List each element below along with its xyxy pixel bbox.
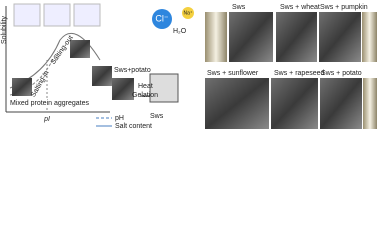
ion [152,9,172,29]
protein-sketch [43,3,71,27]
ion-label: Na⁺ [183,10,192,16]
legend-label: pH [115,115,124,122]
step-label: Heat [138,83,153,90]
axis-label: Solubility [1,15,8,44]
protein-sketch [13,3,41,27]
vial [363,78,377,129]
micrograph-label: Sws + wheat [280,4,320,11]
legend-label: Salt content [115,123,152,130]
micrograph [319,12,361,62]
micrograph-label: Sws + sunflower [207,70,259,77]
result-label: Sws [150,113,164,120]
micrograph-grid: Sws Sws + wheat Sws + pumpkin Sws + sunf… [205,4,377,129]
vial [362,12,377,62]
micrograph-thumb [112,78,134,100]
gel-image [149,73,179,103]
micrograph-label: Sws + potato [321,70,362,77]
protein-sketch [73,3,101,27]
label-box [8,98,88,107]
micrograph [271,78,318,129]
micrograph-label: Sws + pumpkin [320,4,368,11]
x-mark: pI [43,116,50,123]
micrograph-label: Sws [232,4,246,11]
ion-label: Cl⁻ [155,13,168,23]
micrograph-thumb [12,78,32,96]
micrograph [205,78,269,129]
schematic: Solubility Salting-in Salting-out Mixed … [1,3,194,130]
micrograph-thumb [70,40,90,58]
vial [205,12,227,62]
molecule-label: H₂O [173,28,187,35]
ion [182,7,194,19]
micrograph [320,78,362,129]
micrograph-label: Sws + rapeseed [274,70,324,77]
micrograph-thumb [92,66,112,86]
step-label: Gelation [132,92,158,99]
micrograph [276,12,317,62]
figure: Solubility Salting-in Salting-out Mixed … [1,3,377,130]
sample-label: Sws+potato [114,67,151,74]
aggregate-label: Mixed protein aggregates [10,100,89,107]
micrograph [229,12,273,62]
